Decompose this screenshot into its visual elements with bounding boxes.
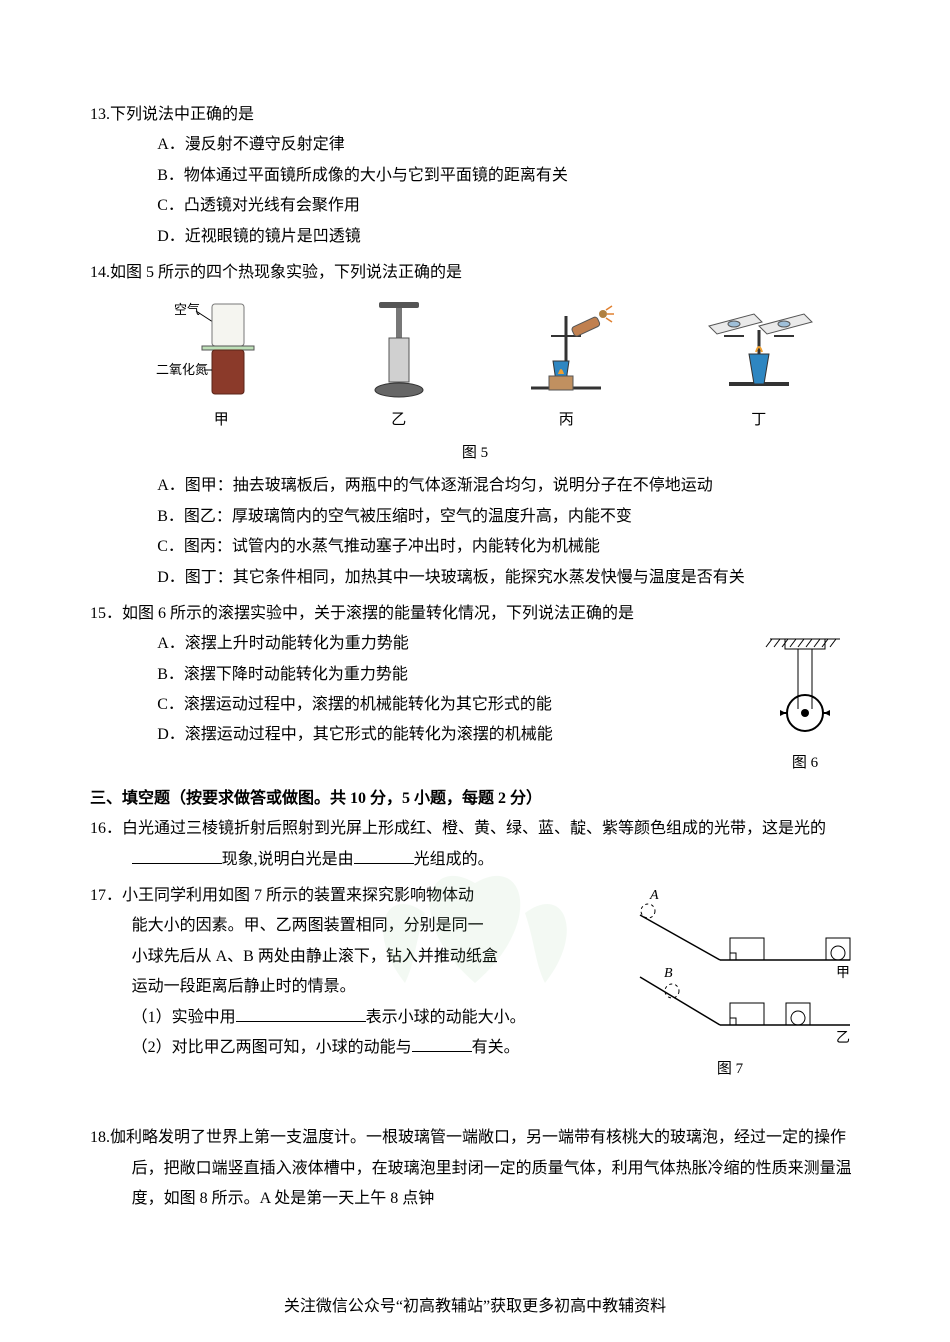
fig5-jia: 空气 二氧化氮 甲	[156, 296, 286, 435]
q16-post: 光组成的。	[414, 851, 494, 868]
q13-opt-b: B．物体通过平面镜所成像的大小与它到平面镜的距离有关	[157, 161, 860, 191]
fig5-jia-label: 甲	[156, 406, 286, 435]
question-14: 14.如图 5 所示的四个热现象实验，下列说法正确的是 空气 二氧化氮 甲	[90, 258, 860, 593]
question-18: 18.伽利略发明了世界上第一支温度计。一根玻璃管一端敞口，另一端带有核桃大的玻璃…	[90, 1123, 860, 1214]
figure-7: A 甲 B 乙 图 7	[600, 885, 860, 1084]
fig5-caption: 图 5	[90, 439, 860, 468]
q17-blank-2[interactable]	[412, 1034, 472, 1052]
question-16: 16．白光通过三棱镜折射后照射到光屏上形成红、橙、黄、绿、蓝、靛、紫等颜色组成的…	[90, 814, 860, 875]
question-13: 13.下列说法中正确的是 A．漫反射不遵守反射定律 B．物体通过平面镜所成像的大…	[90, 100, 860, 252]
q14-options: A．图甲：抽去玻璃板后，两瓶中的气体逐渐混合均匀，说明分子在不停地运动 B．图乙…	[90, 471, 860, 593]
section-3-title: 三、填空题（按要求做答或做图。共 10 分，5 小题，每题 2 分）	[90, 790, 542, 807]
q17-blank-1[interactable]	[236, 1004, 366, 1022]
page-footer: 关注微信公众号“初高教辅站”获取更多初高中教辅资料	[0, 1292, 950, 1322]
label-no2: 二氧化氮	[156, 362, 208, 377]
q13-opt-c: C．凸透镜对光线有会聚作用	[157, 191, 860, 221]
q16-blank-1[interactable]	[132, 846, 222, 864]
fig6-caption: 图 6	[750, 749, 860, 778]
question-17: A 甲 B 乙 图 7 17．小王同学利用如图 7 所示的装置来探究影响物体动 …	[90, 881, 860, 1084]
q14-opt-c: C．图丙：试管内的水蒸气推动塞子冲出时，内能转化为机械能	[157, 532, 860, 562]
fig5-bing-label: 丙	[511, 406, 621, 435]
q13-stem: 13.下列说法中正确的是	[90, 100, 860, 130]
q16-blank-2[interactable]	[354, 846, 414, 864]
figure-6: 图 6	[750, 629, 860, 778]
q13-opt-d: D．近视眼镜的镜片是凹透镜	[157, 222, 860, 252]
q13-opt-a: A．漫反射不遵守反射定律	[157, 130, 860, 160]
q17-sub2-pre: （2）对比甲乙两图可知，小球的动能与	[132, 1039, 412, 1056]
question-15: 15．如图 6 所示的滚摆实验中，关于滚摆的能量转化情况，下列说法正确的是 图 …	[90, 599, 860, 778]
q18-text: 18.伽利略发明了世界上第一支温度计。一根玻璃管一端敞口，另一端带有核桃大的玻璃…	[90, 1123, 860, 1214]
q17-sub1-pre: （1）实验中用	[132, 1009, 236, 1026]
fig7-caption: 图 7	[600, 1055, 860, 1084]
q16-pre: 16．白光通过三棱镜折射后照射到光屏上形成红、橙、黄、绿、蓝、靛、紫等颜色组成的…	[90, 820, 826, 837]
q14-opt-a: A．图甲：抽去玻璃板后，两瓶中的气体逐渐混合均匀，说明分子在不停地运动	[157, 471, 860, 501]
fig7-label-b: B	[664, 966, 673, 981]
q14-stem: 14.如图 5 所示的四个热现象实验，下列说法正确的是	[90, 258, 860, 288]
fig7-label-a: A	[649, 888, 659, 903]
q14-opt-b: B．图乙：厚玻璃筒内的空气被压缩时，空气的温度升高，内能不变	[157, 502, 860, 532]
q15-options: A．滚摆上升时动能转化为重力势能 B．滚摆下降时动能转化为重力势能 C．滚摆运动…	[90, 629, 860, 751]
q14-opt-d: D．图丁：其它条件相同，加热其中一块玻璃板，能探究水蒸发快慢与温度是否有关	[157, 563, 860, 593]
fig5-ding: 丁	[694, 296, 824, 435]
fig5-bing: 丙	[511, 296, 621, 435]
q13-options: A．漫反射不遵守反射定律 B．物体通过平面镜所成像的大小与它到平面镜的距离有关 …	[90, 130, 860, 252]
q15-stem: 15．如图 6 所示的滚摆实验中，关于滚摆的能量转化情况，下列说法正确的是	[90, 599, 860, 629]
q17-sub2-post: 有关。	[472, 1039, 520, 1056]
q17-sub1-post: 表示小球的动能大小。	[366, 1009, 526, 1026]
fig7-label-yi: 乙	[836, 1030, 850, 1046]
fig5-yi: 乙	[359, 296, 439, 435]
section-3-heading: 三、填空题（按要求做答或做图。共 10 分，5 小题，每题 2 分）	[90, 784, 860, 814]
fig5-ding-label: 丁	[694, 406, 824, 435]
fig7-label-jia: 甲	[836, 966, 850, 981]
figure-5-row: 空气 二氧化氮 甲 乙	[120, 296, 860, 435]
fig5-yi-label: 乙	[359, 406, 439, 435]
label-air: 空气	[174, 302, 200, 317]
q16-mid: 现象,说明白光是由	[222, 851, 354, 868]
